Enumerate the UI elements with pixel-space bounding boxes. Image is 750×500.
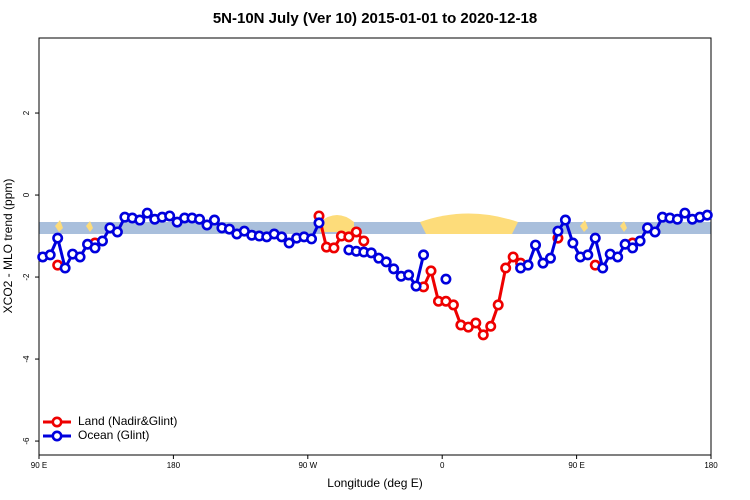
x-tick-label: 0 xyxy=(440,461,445,470)
point xyxy=(671,213,683,225)
x-tick-label: 90 E xyxy=(568,461,584,470)
point xyxy=(500,262,512,274)
point xyxy=(701,209,713,221)
point xyxy=(567,237,579,249)
point xyxy=(477,329,489,341)
x-tick-label: 90 W xyxy=(298,461,317,470)
point xyxy=(141,207,153,219)
y-tick-label: -6 xyxy=(22,437,31,445)
point xyxy=(89,242,101,254)
point xyxy=(440,273,452,285)
point xyxy=(223,223,235,235)
y-tick-label: 0 xyxy=(22,192,31,197)
point xyxy=(679,207,691,219)
point xyxy=(425,265,437,277)
point xyxy=(507,251,519,263)
y-tick-label: 2 xyxy=(22,110,31,115)
point xyxy=(283,237,295,249)
point xyxy=(328,242,340,254)
point xyxy=(634,235,646,247)
point xyxy=(589,232,601,244)
point xyxy=(208,214,220,226)
point xyxy=(44,249,56,261)
point xyxy=(59,262,71,274)
point xyxy=(194,213,206,225)
point xyxy=(365,247,377,259)
y-tick-label: -4 xyxy=(22,355,31,363)
legend-marker xyxy=(51,416,63,428)
point xyxy=(388,263,400,275)
point xyxy=(485,320,497,332)
point xyxy=(343,231,355,243)
land-band xyxy=(320,215,354,232)
legend-label: Ocean (Glint) xyxy=(78,428,149,442)
point xyxy=(418,249,430,261)
point xyxy=(447,299,459,311)
point xyxy=(649,226,661,238)
point xyxy=(537,257,549,269)
x-tick-label: 180 xyxy=(167,461,181,470)
point xyxy=(358,235,370,247)
point xyxy=(52,232,64,244)
point xyxy=(552,225,564,237)
point xyxy=(627,242,639,254)
point xyxy=(470,317,482,329)
point xyxy=(96,235,108,247)
point xyxy=(276,231,288,243)
point xyxy=(201,219,213,231)
point xyxy=(74,251,86,263)
point xyxy=(612,251,624,263)
point xyxy=(313,217,325,229)
point xyxy=(522,259,534,271)
chart-title: 5N-10N July (Ver 10) 2015-01-01 to 2020-… xyxy=(213,10,537,27)
point xyxy=(134,214,146,226)
y-tick-label: -2 xyxy=(22,273,31,281)
point xyxy=(164,210,176,222)
point xyxy=(492,299,504,311)
legend-marker xyxy=(51,430,63,442)
land-band xyxy=(420,213,518,234)
x-tick-label: 90 E xyxy=(31,461,47,470)
y-axis-label: XCO2 - MLO trend (ppm) xyxy=(1,179,15,314)
point xyxy=(111,226,123,238)
x-axis-label: Longitude (deg E) xyxy=(327,476,422,490)
x-tick-label: 180 xyxy=(704,461,718,470)
plot-frame xyxy=(38,37,712,456)
point xyxy=(410,280,422,292)
point xyxy=(582,249,594,261)
legend-label: Land (Nadir&Glint) xyxy=(78,414,177,428)
point xyxy=(350,226,362,238)
point xyxy=(544,252,556,264)
point xyxy=(403,269,415,281)
point xyxy=(597,262,609,274)
point xyxy=(306,233,318,245)
point xyxy=(380,256,392,268)
point xyxy=(530,239,542,251)
point xyxy=(559,214,571,226)
